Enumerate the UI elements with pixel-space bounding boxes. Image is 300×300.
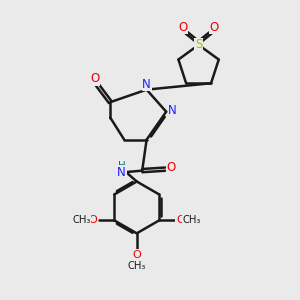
Text: O: O — [210, 21, 219, 34]
Text: O: O — [176, 215, 185, 225]
Text: O: O — [132, 250, 141, 260]
Text: H: H — [118, 161, 125, 171]
Text: CH₃: CH₃ — [72, 215, 91, 225]
Text: N: N — [117, 166, 126, 178]
Text: CH₃: CH₃ — [183, 215, 201, 225]
Text: CH₃: CH₃ — [128, 261, 146, 271]
Text: O: O — [167, 161, 176, 174]
Text: N: N — [168, 104, 177, 117]
Text: N: N — [142, 78, 151, 91]
Text: S: S — [195, 38, 202, 51]
Text: O: O — [178, 21, 187, 34]
Text: O: O — [89, 215, 98, 225]
Text: O: O — [90, 72, 99, 85]
